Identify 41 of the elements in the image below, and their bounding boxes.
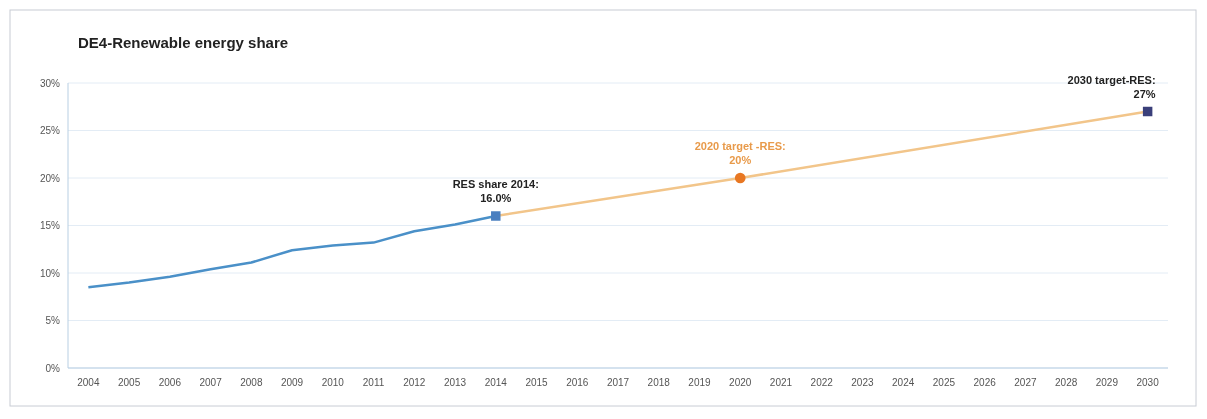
x-tick-label: 2018 xyxy=(647,377,671,388)
x-tick-label: 2016 xyxy=(566,377,589,388)
point xyxy=(1142,106,1153,117)
x-tick-label: 2019 xyxy=(688,377,712,388)
x-tick-label: 2020 xyxy=(729,377,752,388)
x-tick-label: 2006 xyxy=(158,377,182,388)
y-tick-label: 5% xyxy=(45,315,61,326)
x-tick-label: 2024 xyxy=(892,377,915,388)
x-tick-label: 2026 xyxy=(973,377,997,388)
x-tick-label: 2028 xyxy=(1055,377,1078,388)
x-tick-label: 2023 xyxy=(851,377,874,388)
y-tick-label: 25% xyxy=(39,125,61,136)
annotation: 2020 target -RES: 20% xyxy=(694,140,786,166)
x-tick-label: 2005 xyxy=(117,377,141,388)
x-tick-label: 2009 xyxy=(280,377,304,388)
chart-title: DE4-Renewable energy share xyxy=(78,34,289,51)
x-tick-label: 2007 xyxy=(199,377,223,388)
x-tick-label: 2004 xyxy=(77,377,100,388)
x-tick-label: 2010 xyxy=(321,377,345,388)
x-tick-label: 2014 xyxy=(484,377,508,388)
x-tick-label: 2017 xyxy=(606,377,630,388)
x-tick-label: 2021 xyxy=(769,377,793,388)
point xyxy=(734,172,746,184)
x-tick-label: 2015 xyxy=(525,377,549,388)
y-tick-label: 10% xyxy=(39,267,61,279)
x-tick-label: 2013 xyxy=(443,377,467,388)
annotation: 2030 target-RES: 27% xyxy=(1067,73,1156,100)
x-tick-label: 2008 xyxy=(240,377,263,388)
x-tick-label: 2012 xyxy=(403,377,426,388)
y-tick-label: 15% xyxy=(39,220,61,231)
x-tick-label: 2027 xyxy=(1014,377,1037,388)
point xyxy=(491,211,501,221)
y-tick-label: 0% xyxy=(45,362,61,374)
y-tick-label: 30% xyxy=(39,77,61,89)
x-tick-label: 2030 xyxy=(1136,377,1160,388)
x-tick-label: 2022 xyxy=(810,377,834,388)
x-tick-label: 2025 xyxy=(932,377,956,388)
y-tick-label: 20% xyxy=(39,172,61,184)
x-tick-label: 2029 xyxy=(1095,377,1119,388)
annotation: RES share 2014: 16.0% xyxy=(452,178,539,204)
x-tick-label: 2011 xyxy=(362,377,385,388)
